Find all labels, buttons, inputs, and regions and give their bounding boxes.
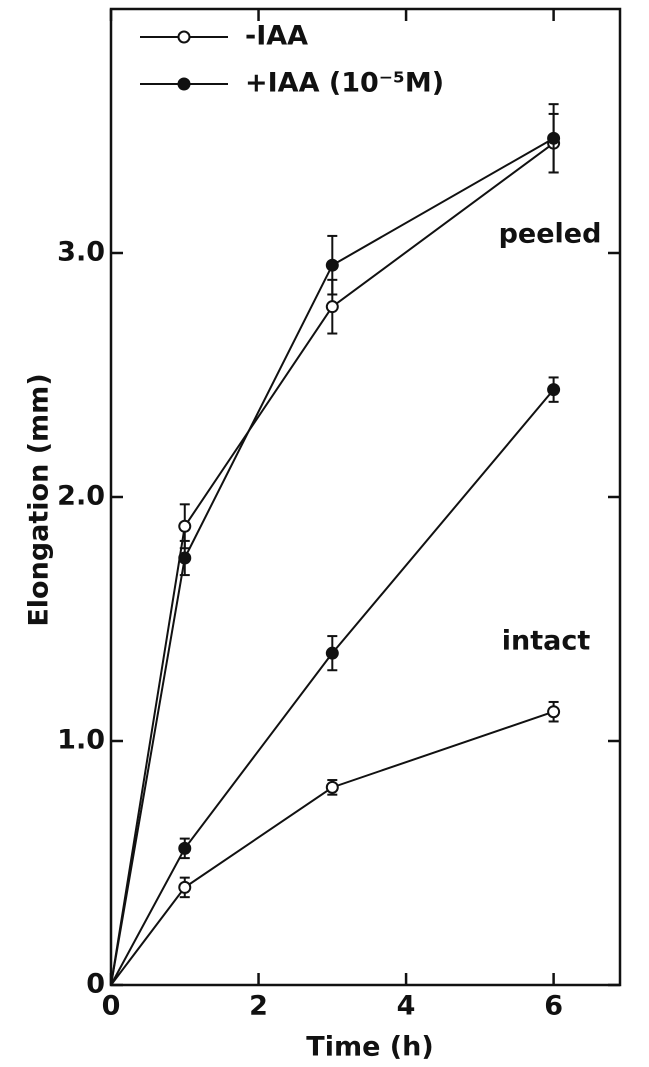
- point: [547, 131, 561, 145]
- x-tick-label: 2: [249, 991, 268, 1022]
- annotation: peeled: [499, 219, 602, 250]
- x-tick-label: 0: [102, 991, 121, 1022]
- point: [325, 780, 339, 794]
- y-tick-label: 2.0: [57, 481, 105, 512]
- legend-label: +IAA (10⁻⁵M): [245, 68, 444, 99]
- annotation: intact: [502, 626, 591, 657]
- y-tick-label: 3.0: [57, 237, 105, 268]
- data-line: [110, 388, 555, 986]
- point: [178, 519, 192, 533]
- x-tick-label: 6: [544, 991, 563, 1022]
- legend-label: -IAA: [245, 21, 308, 52]
- point: [325, 258, 339, 272]
- y-axis-label: Elongation (mm): [24, 373, 55, 626]
- x-tick-label: 4: [397, 991, 416, 1022]
- y-tick-label: 1.0: [57, 725, 105, 756]
- point: [325, 300, 339, 314]
- x-axis-label: Time (h): [306, 1032, 433, 1063]
- legend-marker: [177, 30, 191, 44]
- y-tick-label: 0: [86, 969, 105, 1000]
- point: [178, 880, 192, 894]
- point: [178, 841, 192, 855]
- point: [547, 705, 561, 719]
- data-line: [110, 142, 555, 986]
- point: [178, 551, 192, 565]
- legend-marker: [177, 77, 191, 91]
- data-line: [110, 137, 555, 986]
- point: [547, 383, 561, 397]
- point: [325, 646, 339, 660]
- data-line: [110, 710, 554, 986]
